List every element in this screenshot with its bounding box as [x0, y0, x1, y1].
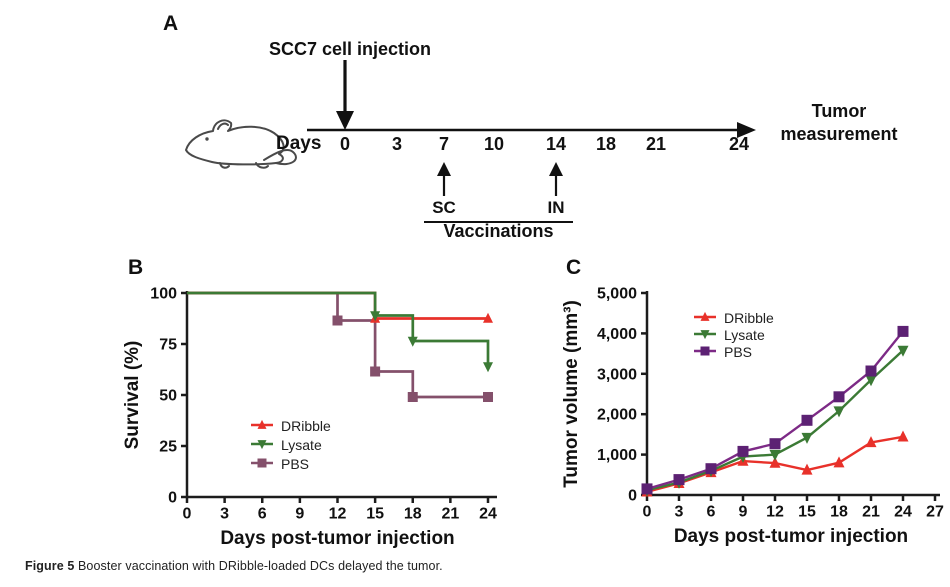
tick-labels: 0 3 6 9 12 15 18 21 24 27 0 1,000 2,000 3,000 4,000 5,0…	[597, 286, 944, 521]
timeline-day: 0	[339, 134, 350, 154]
panel-a-label: A	[163, 12, 179, 35]
svg-text:75: 75	[159, 337, 177, 354]
svg-text:12: 12	[766, 503, 784, 520]
timeline-day: 7	[438, 134, 449, 154]
svg-text:6: 6	[258, 505, 267, 522]
legend-label-PBS: PBS	[724, 344, 752, 360]
series-PBS	[641, 325, 909, 495]
series-Lysate	[187, 291, 493, 373]
injection-arrow	[336, 60, 354, 130]
svg-text:50: 50	[159, 388, 177, 405]
svg-text:25: 25	[159, 439, 177, 456]
svg-text:6: 6	[707, 503, 716, 520]
svg-text:3,000: 3,000	[597, 366, 637, 383]
sc-arrow	[437, 162, 451, 196]
svg-text:0: 0	[643, 503, 652, 520]
svg-text:15: 15	[366, 505, 384, 522]
svg-text:2,000: 2,000	[597, 407, 637, 424]
svg-text:15: 15	[798, 503, 816, 520]
svg-text:9: 9	[739, 503, 748, 520]
svg-text:9: 9	[295, 505, 304, 522]
in-label: IN	[547, 198, 565, 217]
days-label: Days	[276, 133, 322, 154]
timeline-axis	[307, 122, 756, 138]
timeline-day: 21	[645, 134, 667, 154]
injection-title: SCC7 cell injection	[268, 39, 432, 59]
timeline-day: 14	[545, 134, 567, 154]
svg-text:18: 18	[404, 505, 422, 522]
svg-text:21: 21	[862, 503, 880, 520]
legend-label-Lysate: Lysate	[281, 437, 322, 453]
mouse-icon	[185, 119, 297, 169]
tick-labels: 0 3 6 9 12 15 18 21 24 0 25 50 75 100	[150, 286, 497, 523]
x-axis-title: Days post-tumor injection	[674, 526, 908, 547]
tumor-measurement-line1: Tumor	[811, 101, 867, 121]
axes	[181, 291, 497, 503]
vaccinations-label: Vaccinations	[443, 221, 554, 241]
y-axis-title: Survival (%)	[122, 341, 143, 450]
caption-label: Figure 5	[25, 559, 75, 573]
panel-c-label: C	[566, 256, 582, 279]
caption-text: Booster vaccination with DRibble-loaded …	[74, 559, 443, 573]
timeline-day: 24	[728, 134, 750, 154]
timeline-day: 18	[595, 134, 617, 154]
svg-text:3: 3	[675, 503, 684, 520]
timeline-day: 3	[391, 134, 402, 154]
legend-label-DRibble: DRibble	[724, 310, 774, 326]
tumor-measurement-label: Tumor measurement	[764, 100, 914, 145]
survival-chart: 0 3 6 9 12 15 18 21 24 0 25 50 75 100 Days post-tumor …	[122, 286, 497, 549]
axes	[641, 291, 940, 501]
svg-text:24: 24	[479, 505, 497, 522]
svg-text:5,000: 5,000	[597, 286, 637, 303]
x-axis-title: Days post-tumor injection	[220, 528, 454, 549]
timeline-day: 10	[483, 134, 505, 154]
svg-text:4,000: 4,000	[597, 326, 637, 343]
svg-text:27: 27	[926, 503, 944, 520]
svg-text:21: 21	[441, 505, 459, 522]
svg-text:3: 3	[220, 505, 229, 522]
svg-text:1,000: 1,000	[597, 447, 637, 464]
y-axis-title: Tumor volume (mm³)	[561, 300, 582, 488]
legend-label-DRibble: DRibble	[281, 418, 331, 434]
legend: DRibble Lysate PBS	[251, 418, 331, 472]
tumor-volume-chart: 0 3 6 9 12 15 18 21 24 27 0 1,000 2,000 3,000 4,000 5,0…	[561, 286, 944, 547]
svg-text:0: 0	[628, 488, 637, 505]
legend-label-PBS: PBS	[281, 456, 309, 472]
series-PBS	[187, 291, 493, 402]
svg-text:24: 24	[894, 503, 912, 520]
svg-text:12: 12	[329, 505, 347, 522]
sc-label: SC	[432, 198, 456, 217]
panel-b-label: B	[128, 256, 144, 279]
tumor-measurement-line2: measurement	[780, 123, 898, 144]
figure-caption: Figure 5 Booster vaccination with DRibbl…	[25, 559, 443, 573]
svg-text:0: 0	[168, 490, 177, 507]
svg-text:18: 18	[830, 503, 848, 520]
in-arrow	[549, 162, 563, 196]
legend-label-Lysate: Lysate	[724, 327, 765, 343]
timeline-diagram	[185, 60, 756, 223]
svg-text:0: 0	[183, 505, 192, 522]
svg-text:100: 100	[150, 286, 177, 303]
